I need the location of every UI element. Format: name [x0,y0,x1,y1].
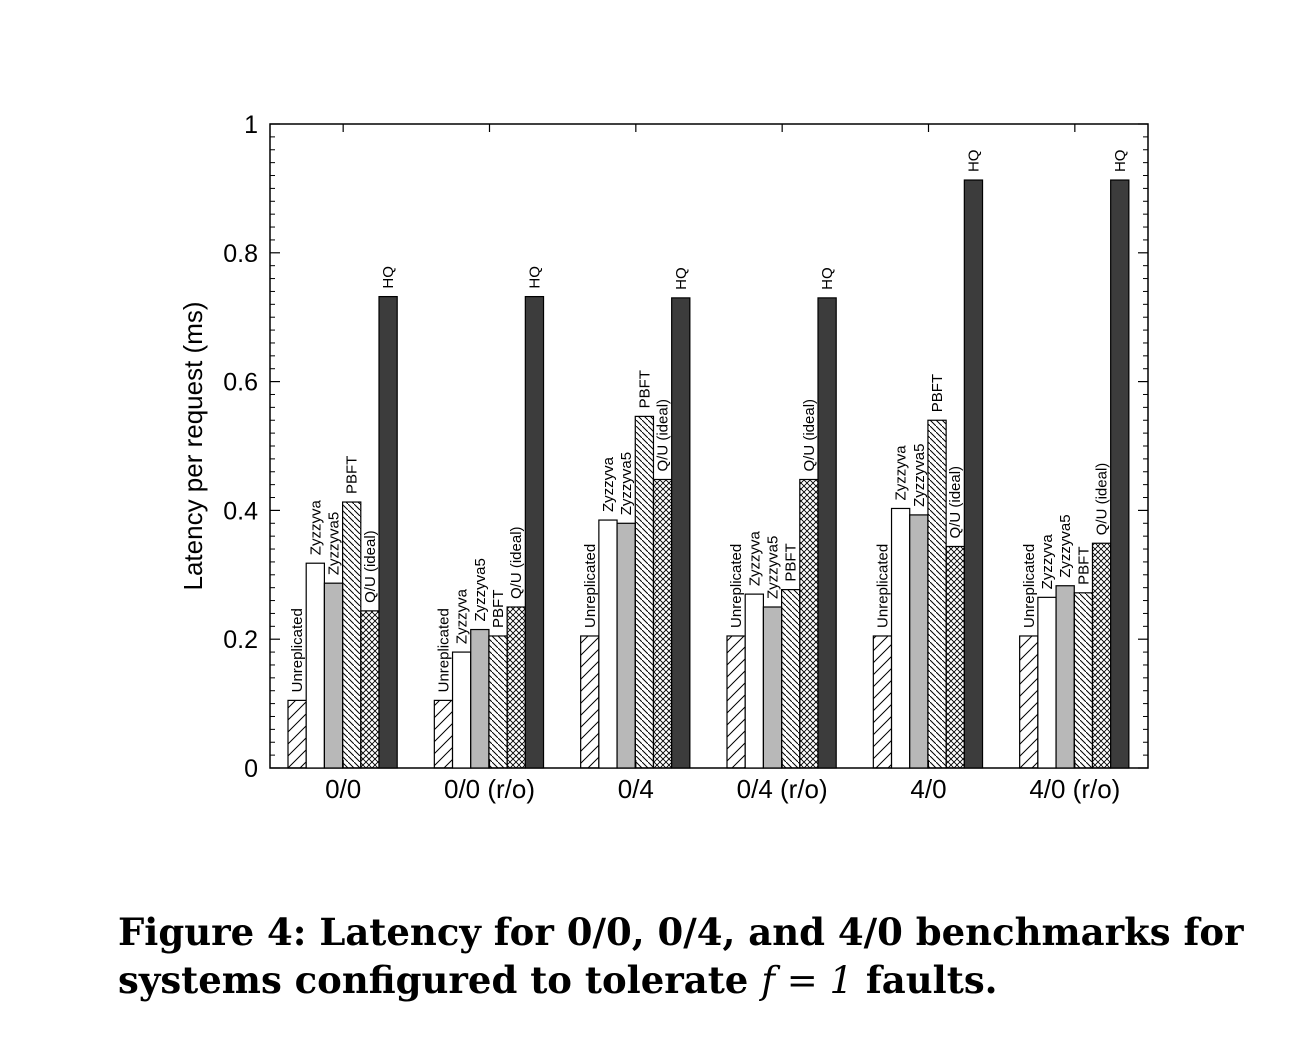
bar-hq [817,297,837,769]
bar-label: Unreplicated [874,544,891,628]
bar-label: HQ [1112,150,1129,173]
bar-hq [524,295,545,769]
bar-label: Zyzzyva [893,445,910,501]
y-tick-label: 0.6 [223,369,258,397]
bar-zyzzyva [890,507,911,769]
bar-hq [1110,179,1130,769]
caption-text: Latency for 0/0, 0/4, and 4/0 benchmarks… [118,910,1244,1002]
bar-zyzzyva [451,651,472,769]
bar-zyzzyva5 [762,606,783,769]
x-tick-label: 0/4 (r/o) [737,774,828,804]
bar-chart: 0 0.2 0.4 0.6 0.8 1 Latency per request (ms) 0/… [178,111,1149,804]
y-tick-label: 0.2 [223,626,258,654]
bar-q-u-ideal- [360,610,380,769]
bar-label: Unreplicated [1021,544,1038,628]
bar-label: HQ [673,267,690,290]
bar-unreplicated [433,699,454,769]
y-tick-label: 1 [244,111,258,139]
x-tick-label: 0/0 [325,774,361,804]
bar-label: PBFT [1075,546,1092,584]
bar-q-u-ideal- [506,606,526,769]
bar-label: Q/U (ideal) [1094,463,1111,536]
bar-label: Unreplicated [728,544,745,628]
bar-q-u-ideal- [1091,542,1112,769]
bar-pbft [1073,592,1094,769]
caption-prefix: Figure 4: [118,910,307,954]
bar-q-u-ideal- [799,478,819,769]
bar-zyzzyva5 [1055,585,1075,769]
bar-label: Q/U (ideal) [801,399,818,472]
bar-pbft [634,415,655,769]
bar-label: Unreplicated [435,608,452,692]
bar-label: HQ [380,266,397,289]
y-tick-label: 0.4 [223,497,258,525]
bar-unreplicated [726,635,746,769]
bar-unreplicated [872,635,893,769]
x-tick-label: 0/0 (r/o) [444,774,535,804]
bar-unreplicated [1019,635,1039,769]
bar-label: Zyzzyva [307,500,324,556]
x-tick-label: 4/0 [910,774,946,804]
bar-zyzzyva5 [616,522,636,769]
bar-label: PBFT [929,374,946,412]
bar-label: Zyzzyva [600,456,617,512]
bar-zyzzyva [305,562,326,769]
bar-pbft [927,419,947,769]
bar-label: Zyzzyva5 [326,512,343,575]
bar-hq [378,295,398,769]
y-tick-label: 0.8 [223,240,258,268]
caption-math: f = 1 [761,959,853,1002]
bar-label: Zyzzyva [1039,534,1056,590]
bar-zyzzyva5 [470,628,490,769]
bar-label: Zyzzyva5 [1057,514,1074,577]
plot-frame [269,123,1149,769]
bar-label: PBFT [783,543,800,581]
bar-label: PBFT [636,370,653,408]
bar-label: Q/U (ideal) [947,466,964,539]
bar-zyzzyva [744,593,765,769]
bar-hq [963,179,984,769]
bar-label: HQ [526,266,543,289]
bar-hq [671,297,691,769]
bar-label: Zyzzyva5 [472,558,489,621]
bar-label: Q/U (ideal) [655,399,672,472]
bar-q-u-ideal- [652,478,673,769]
bar-label: Zyzzyva [454,588,471,644]
bar-pbft [342,501,362,769]
x-tick-label: 4/0 (r/o) [1029,774,1120,804]
bar-unreplicated [580,635,600,769]
bar-pbft [780,589,801,769]
bar-label: Q/U (ideal) [508,526,525,599]
bar-zyzzyva [598,519,618,769]
caption-text-end: faults. [865,958,998,1002]
bar-zyzzyva [1037,596,1057,769]
x-tick-label: 0/4 [618,774,654,804]
y-tick-label: 0 [244,755,258,783]
bar-label: Unreplicated [582,544,599,628]
bar-label: Zyzzyva5 [618,452,635,515]
bar-label: HQ [965,150,982,173]
bar-label: Zyzzyva5 [765,536,782,599]
bar-q-u-ideal- [945,545,965,769]
bar-label: Q/U (ideal) [362,530,379,603]
y-axis-label: Latency per request (ms) [178,301,208,590]
bar-unreplicated [287,699,307,769]
bar-label: PBFT [490,590,507,628]
bar-label: Unreplicated [289,608,306,692]
figure-caption: Figure 4: Latency for 0/0, 0/4, and 4/0 … [118,908,1278,1005]
bar-zyzzyva5 [323,582,344,769]
bar-label: PBFT [344,456,361,494]
bar-label: Zyzzyva5 [911,444,928,507]
bar-pbft [488,635,508,769]
bar-label: HQ [819,267,836,290]
bar-zyzzyva5 [909,514,929,769]
bar-label: Zyzzyva [746,530,763,586]
